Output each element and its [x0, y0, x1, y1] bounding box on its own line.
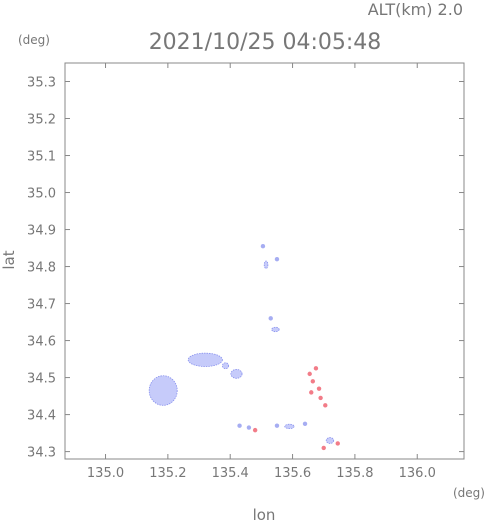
echo-point	[274, 423, 280, 428]
altitude-label: ALT(km) 2.0	[368, 0, 463, 19]
echo-region	[284, 423, 295, 430]
echo-point	[260, 243, 266, 249]
echo-point	[313, 366, 319, 371]
echo-region	[263, 260, 269, 269]
x-axis-title: lon	[253, 506, 276, 521]
y-tick-label: 35.3	[27, 76, 56, 91]
echo-region	[222, 362, 230, 370]
echo-region	[230, 369, 243, 379]
timestamp-title: 2021/10/25 04:05:48	[149, 30, 382, 55]
y-tick-label: 34.8	[27, 261, 56, 276]
echo-point	[237, 423, 242, 428]
echo-point	[274, 256, 280, 262]
x-tick-label: 136.0	[399, 466, 436, 481]
echo-region	[148, 375, 178, 406]
y-tick-label: 35.2	[27, 113, 56, 128]
echo-point	[335, 441, 340, 446]
plot-frame	[64, 62, 465, 460]
echo-point	[302, 421, 308, 427]
y-tick-label: 34.7	[27, 298, 56, 313]
y-axis-title: lat	[0, 250, 18, 269]
y-tick-label: 35.0	[27, 187, 56, 202]
echo-region	[325, 437, 335, 444]
y-tick-label: 35.1	[27, 150, 56, 165]
echo-point	[246, 425, 252, 430]
x-tick-label: 135.0	[87, 466, 124, 481]
echo-point	[310, 379, 316, 384]
echo-point	[309, 390, 314, 395]
x-tick-label: 135.4	[212, 466, 249, 481]
y-tick-label: 34.4	[27, 409, 56, 424]
echo-region	[187, 352, 223, 367]
echo-point	[307, 371, 312, 377]
y-unit-label: (deg)	[18, 33, 50, 47]
y-tick-label: 34.5	[27, 372, 56, 387]
x-axis: 135.0 135.2 135.4 135.6 135.8 136.0	[87, 63, 436, 481]
y-tick-label: 34.6	[27, 335, 56, 350]
echo-point	[323, 403, 328, 408]
echo-point	[252, 427, 258, 433]
y-axis: 34.3 34.4 34.5 34.6 34.7 34.8 34.9 35.0 35.1 35.2…	[27, 76, 464, 461]
x-tick-label: 135.8	[336, 466, 373, 481]
y-tick-label: 34.9	[27, 224, 56, 239]
y-tick-label: 34.3	[27, 446, 56, 461]
echo-layer	[148, 243, 340, 451]
echo-point	[321, 445, 326, 451]
x-tick-label: 135.2	[149, 466, 186, 481]
echo-point	[316, 386, 322, 391]
echo-point	[268, 316, 273, 321]
echo-point	[318, 395, 323, 401]
x-tick-label: 135.6	[274, 466, 311, 481]
echo-region	[271, 326, 280, 333]
x-unit-label: (deg)	[453, 486, 485, 500]
